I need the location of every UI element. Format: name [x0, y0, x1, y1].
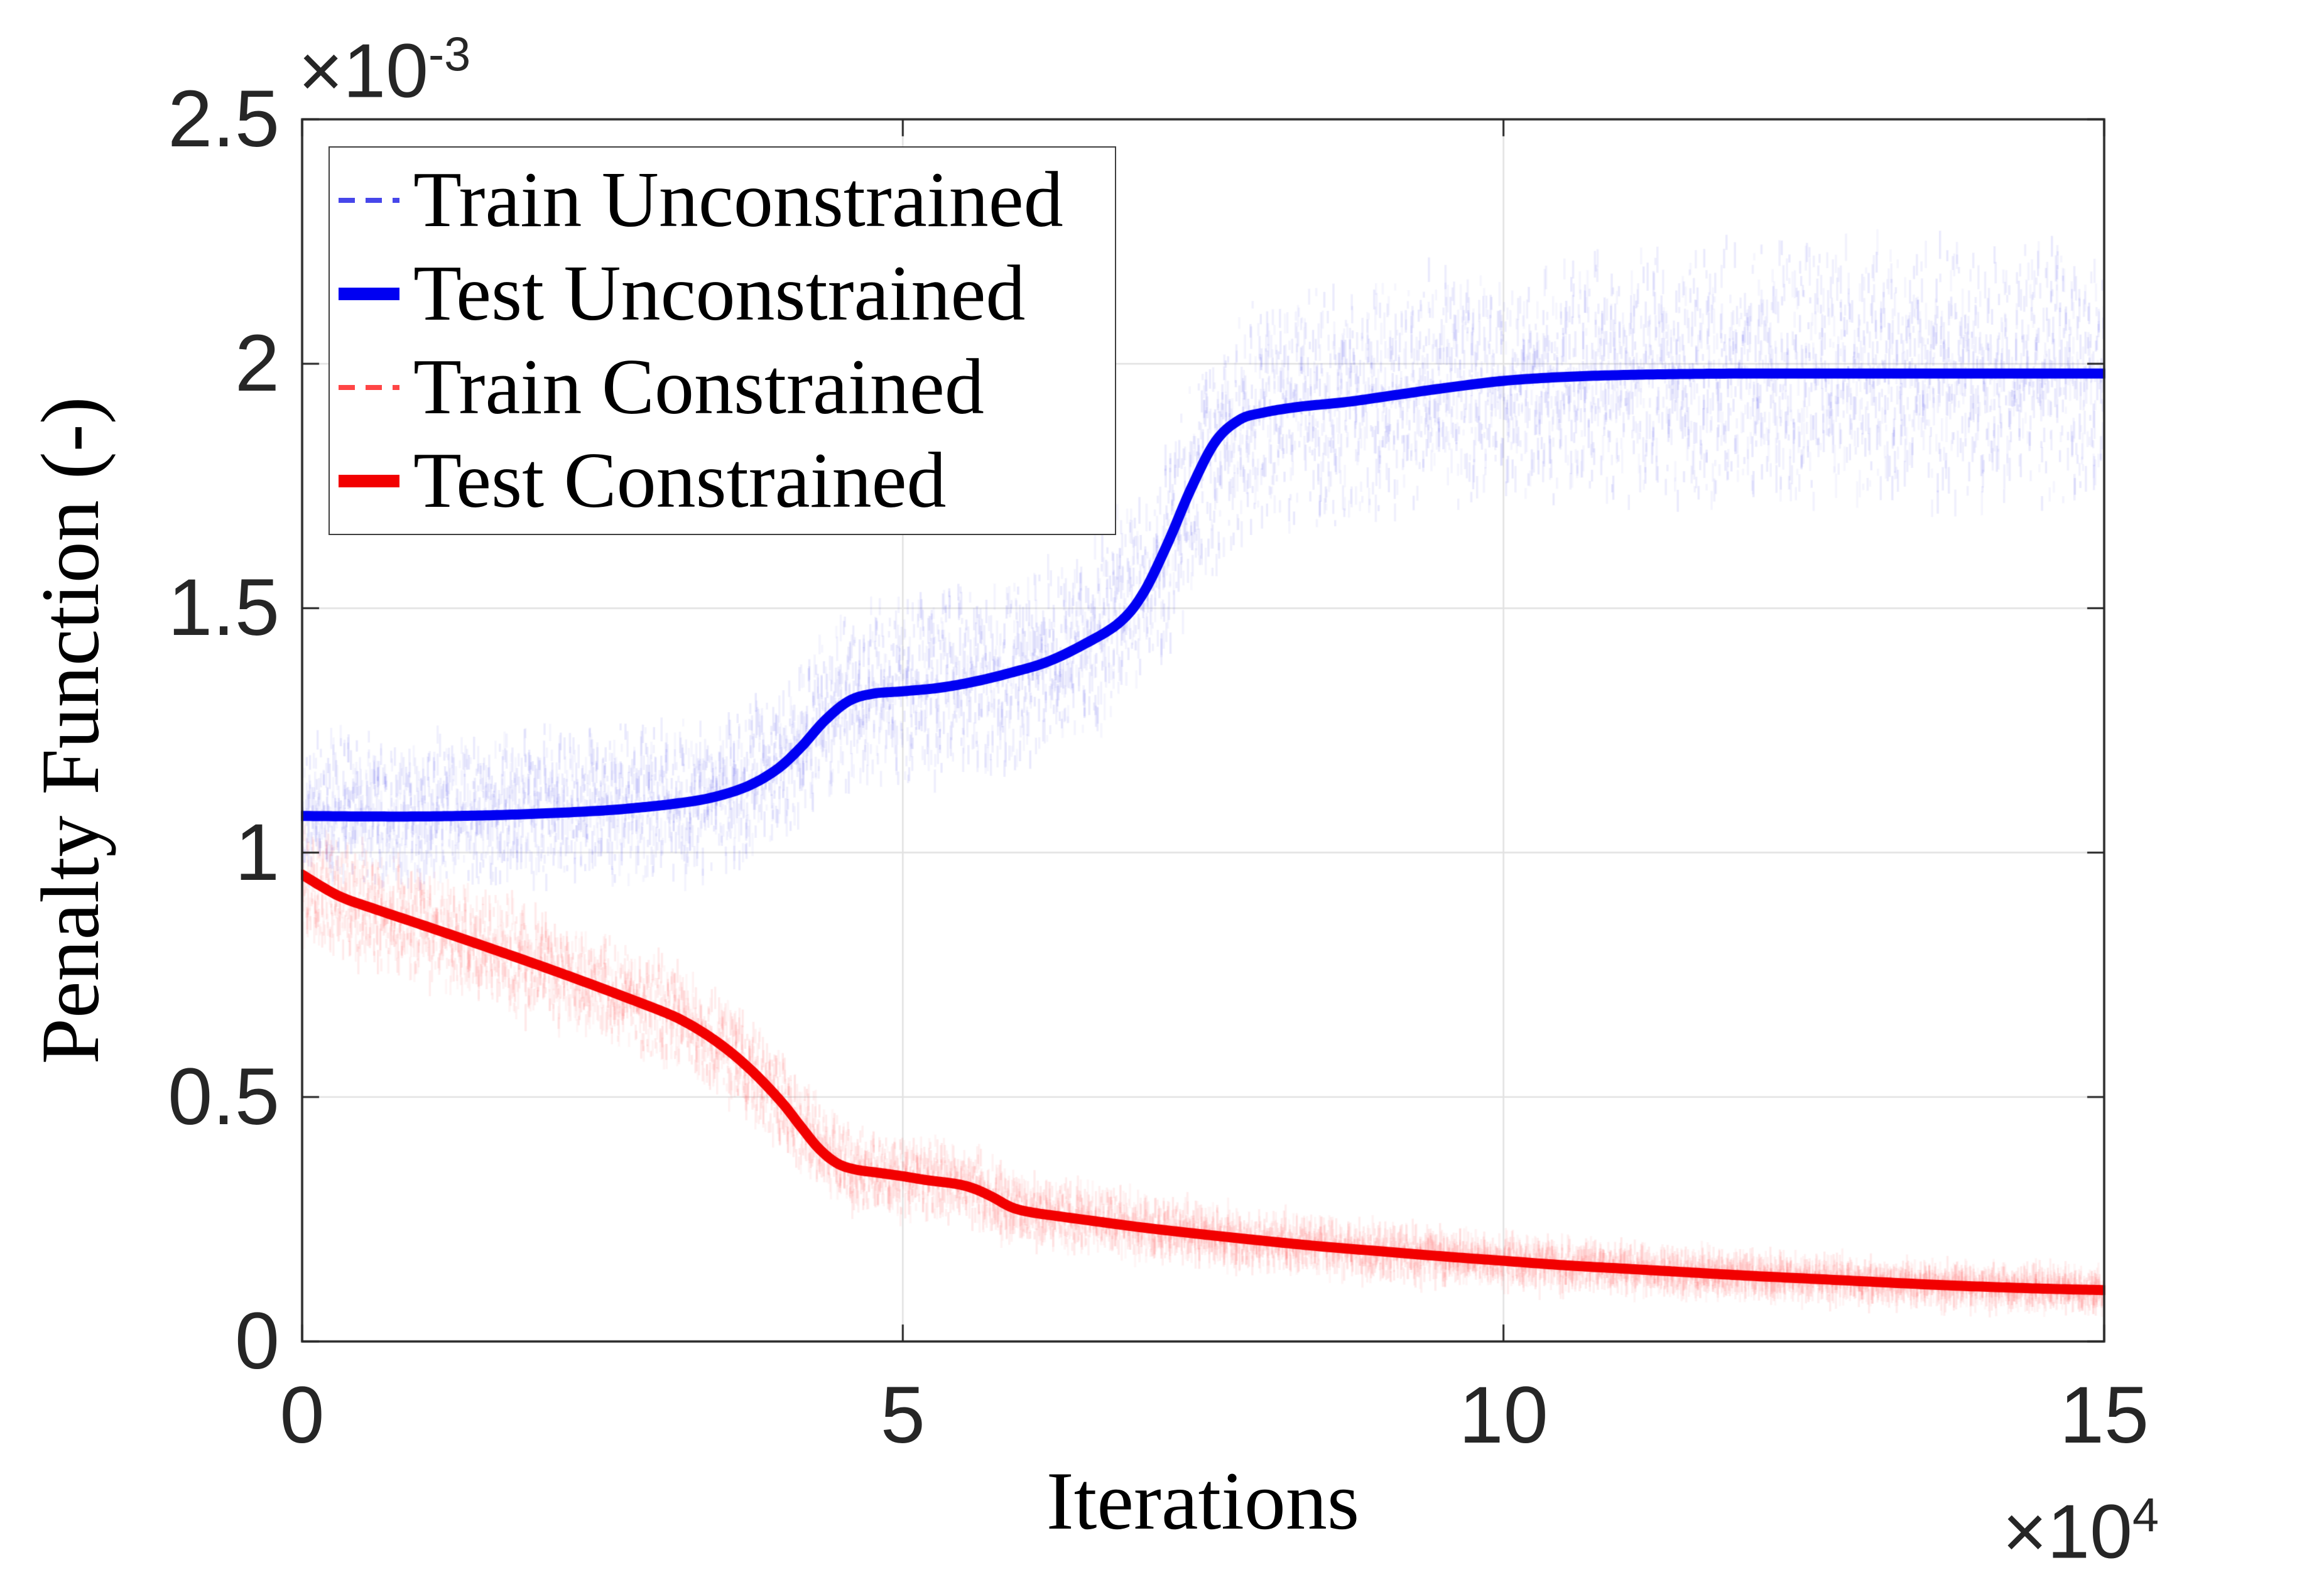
x-axis-label: Iterations [1046, 1455, 1360, 1547]
y-exponent-label: ×10-3 [298, 28, 471, 109]
y-exponent-base: ×10 [298, 28, 428, 114]
legend-sample-train-unconstrained [339, 198, 399, 203]
legend-row: Train Constrained [339, 343, 1109, 431]
legend-row: Test Unconstrained [339, 254, 1109, 333]
legend-sample-test-constrained [339, 474, 399, 487]
legend-row: Test Constrained [339, 436, 1109, 524]
y-tick-label: 1.5 [168, 563, 280, 653]
y-tick-label: 2 [234, 318, 280, 409]
x-tick-label: 10 [1458, 1370, 1548, 1460]
y-tick-label: 0 [234, 1296, 280, 1386]
legend-sample-train-constrained [339, 384, 399, 390]
y-tick-label: 2.5 [168, 74, 280, 164]
x-tick-label: 5 [880, 1370, 925, 1460]
x-tick-label: 0 [280, 1370, 325, 1460]
legend: Train Unconstrained Test Unconstrained T… [329, 146, 1116, 535]
x-exponent-label: ×104 [2002, 1489, 2159, 1569]
y-tick-label: 1 [234, 807, 280, 897]
x-tick-label: 15 [2059, 1370, 2149, 1460]
legend-sample-test-unconstrained [339, 288, 399, 301]
legend-label-test-unconstrained: Test Unconstrained [413, 250, 1026, 338]
legend-label-train-constrained: Train Constrained [413, 343, 984, 431]
x-exponent-power: 4 [2132, 1489, 2159, 1542]
x-exponent-base: ×10 [2002, 1488, 2132, 1574]
y-tick-label: 0.5 [168, 1051, 280, 1142]
legend-row: Train Unconstrained [339, 161, 1109, 240]
legend-label-test-constrained: Test Constrained [413, 436, 947, 524]
y-axis-label: Penalty Function (-) [24, 396, 116, 1065]
y-exponent-power: -3 [428, 28, 471, 82]
legend-label-train-unconstrained: Train Unconstrained [413, 156, 1063, 244]
